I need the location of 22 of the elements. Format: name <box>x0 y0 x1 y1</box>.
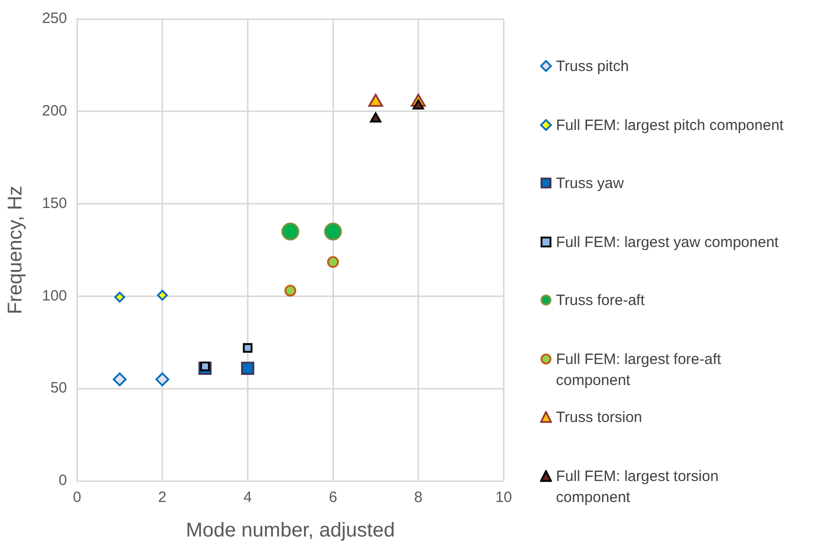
legend-label: Full FEM: largest fore-aft component <box>556 350 722 390</box>
y-tick-label: 250 <box>42 10 68 28</box>
y-tick-label: 50 <box>50 380 68 397</box>
legend-label: Truss torsion <box>556 408 642 428</box>
legend-label: Full FEM: largest yaw component <box>556 232 779 252</box>
x-tick-label: 8 <box>414 489 423 506</box>
x-tick-label: 10 <box>495 489 512 506</box>
legend-label: Truss pitch <box>556 57 629 77</box>
y-tick-label: 100 <box>42 287 68 304</box>
y-tick-label: 200 <box>42 102 68 120</box>
legend-label: Full FEM: largest pitch component <box>556 116 784 136</box>
x-tick-label: 0 <box>72 489 82 506</box>
x-tick-label: 2 <box>158 489 167 506</box>
legend-label: Full FEM: largest torsion component <box>556 466 720 508</box>
y-axis-title: Frequency, Hz <box>4 186 27 314</box>
legend-label: Truss yaw <box>556 174 624 194</box>
x-tick-label: 6 <box>328 489 338 506</box>
x-axis-title: Mode number, adjusted <box>186 520 395 542</box>
legend-label: Truss fore-aft <box>556 291 645 311</box>
x-tick-label: 4 <box>244 489 252 506</box>
y-tick-label: 150 <box>42 194 68 212</box>
y-tick-label: 0 <box>58 472 68 490</box>
